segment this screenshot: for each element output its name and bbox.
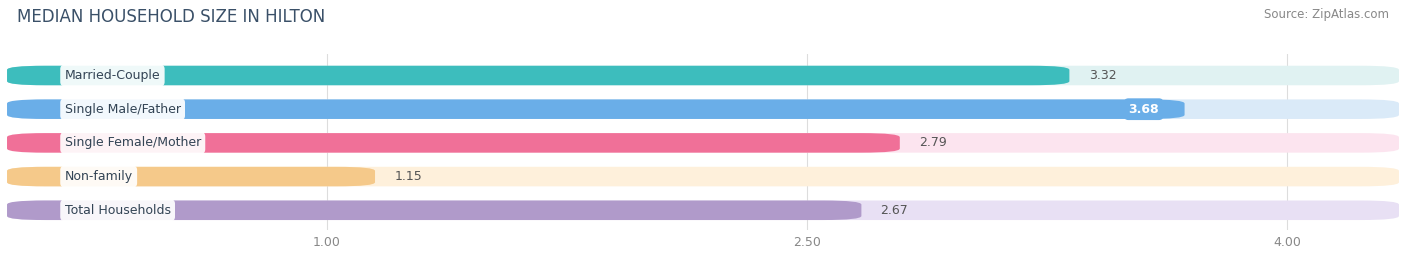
Text: Married-Couple: Married-Couple [65, 69, 160, 82]
Text: Source: ZipAtlas.com: Source: ZipAtlas.com [1264, 8, 1389, 21]
FancyBboxPatch shape [7, 99, 1399, 119]
FancyBboxPatch shape [7, 200, 1399, 220]
Text: Single Female/Mother: Single Female/Mother [65, 136, 201, 149]
FancyBboxPatch shape [7, 200, 862, 220]
Text: 3.68: 3.68 [1129, 103, 1159, 116]
Text: 2.67: 2.67 [880, 204, 908, 217]
Text: Non-family: Non-family [65, 170, 132, 183]
FancyBboxPatch shape [7, 133, 1399, 153]
Text: Single Male/Father: Single Male/Father [65, 103, 180, 116]
FancyBboxPatch shape [7, 133, 900, 153]
Text: MEDIAN HOUSEHOLD SIZE IN HILTON: MEDIAN HOUSEHOLD SIZE IN HILTON [17, 8, 325, 26]
FancyBboxPatch shape [7, 99, 1185, 119]
Text: 1.15: 1.15 [394, 170, 422, 183]
FancyBboxPatch shape [7, 167, 375, 186]
FancyBboxPatch shape [7, 66, 1070, 85]
Text: Total Households: Total Households [65, 204, 170, 217]
Text: 2.79: 2.79 [920, 136, 946, 149]
Text: 3.32: 3.32 [1088, 69, 1116, 82]
FancyBboxPatch shape [7, 66, 1399, 85]
FancyBboxPatch shape [7, 167, 1399, 186]
